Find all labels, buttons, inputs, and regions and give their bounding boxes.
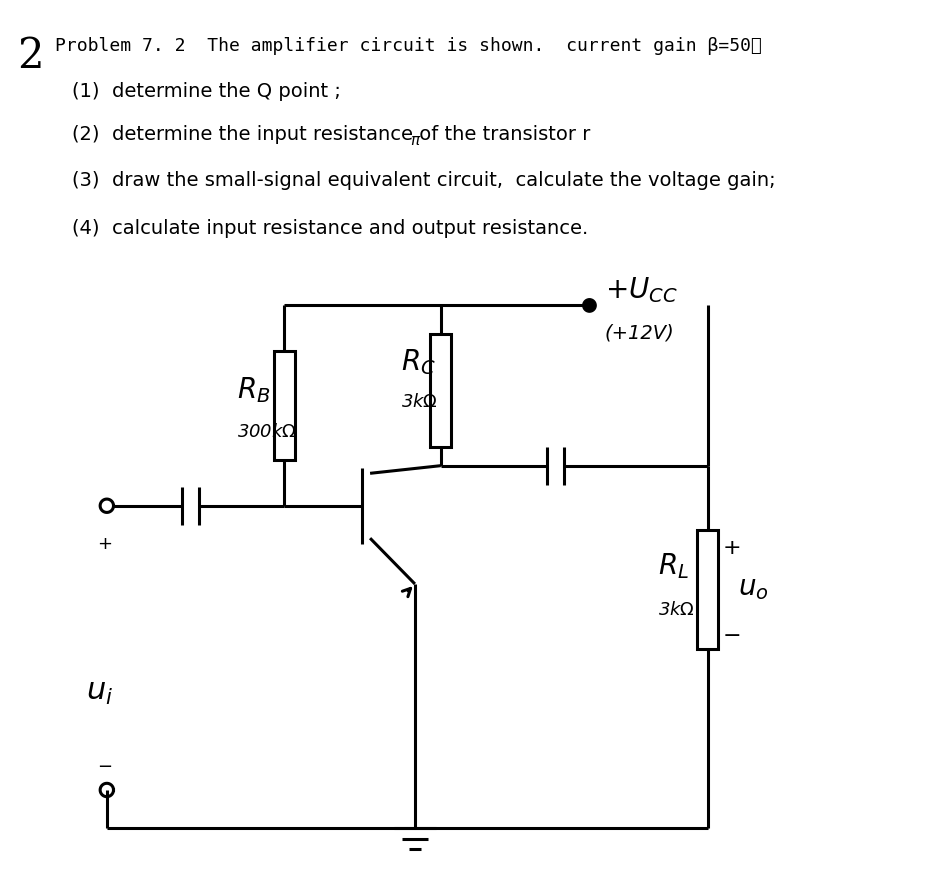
- Text: (3)  draw the small-signal equivalent circuit,  calculate the voltage gain;: (3) draw the small-signal equivalent cir…: [72, 171, 776, 190]
- Text: −: −: [723, 626, 741, 645]
- Bar: [273, 352, 295, 460]
- Bar: [431, 335, 451, 447]
- Text: $u_o$: $u_o$: [738, 573, 769, 601]
- Text: Problem 7. 2  The amplifier circuit is shown.  current gain β=50。: Problem 7. 2 The amplifier circuit is sh…: [55, 38, 763, 55]
- Text: π: π: [410, 133, 419, 148]
- Text: 2: 2: [17, 34, 44, 76]
- Text: $u_i$: $u_i$: [86, 678, 113, 707]
- Text: (+12V): (+12V): [604, 323, 674, 342]
- Text: 300k$\Omega$: 300k$\Omega$: [236, 423, 297, 441]
- Text: (1)  determine the Q point ;: (1) determine the Q point ;: [72, 83, 340, 101]
- Text: $R_B$: $R_B$: [236, 375, 270, 405]
- Text: $R_C$: $R_C$: [401, 347, 435, 377]
- Text: −: −: [98, 757, 113, 775]
- Text: $+U_{CC}$: $+U_{CC}$: [604, 275, 677, 304]
- Text: +: +: [98, 535, 113, 553]
- Text: $R_L$: $R_L$: [658, 551, 689, 580]
- Text: 3k$\Omega$: 3k$\Omega$: [401, 392, 437, 410]
- Bar: [698, 530, 718, 649]
- Text: (4)  calculate input resistance and output resistance.: (4) calculate input resistance and outpu…: [72, 219, 588, 237]
- Polygon shape: [583, 299, 596, 313]
- Text: +: +: [723, 537, 741, 558]
- Text: 3k$\Omega$: 3k$\Omega$: [658, 600, 695, 618]
- Text: (2)  determine the input resistance of the transistor r: (2) determine the input resistance of th…: [72, 125, 590, 144]
